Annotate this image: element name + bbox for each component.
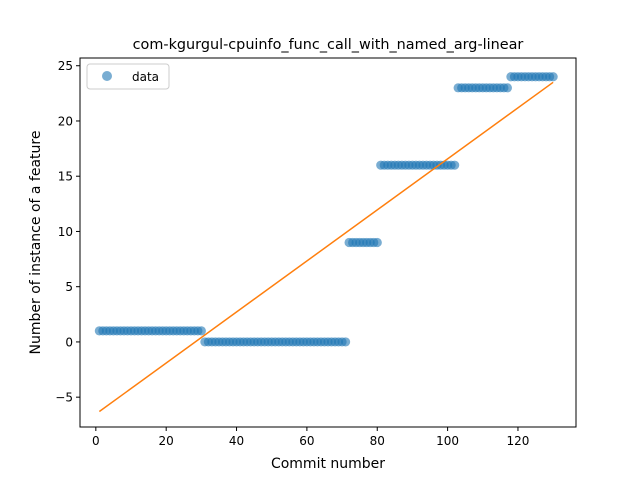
fit-line xyxy=(98,81,554,413)
x-tick-label: 100 xyxy=(436,434,459,448)
chart-title: com-kgurgul-cpuinfo_func_call_with_named… xyxy=(133,37,524,53)
axes-frame xyxy=(79,57,577,428)
x-tick-label: 0 xyxy=(92,434,100,448)
data-point xyxy=(502,83,513,93)
data-point xyxy=(196,326,206,336)
x-tick-label: 40 xyxy=(229,434,244,448)
legend: data xyxy=(86,63,170,90)
y-tick-label: 10 xyxy=(58,225,73,239)
data-point xyxy=(450,160,460,170)
y-tick-label: −5 xyxy=(55,391,73,405)
x-tick-label: 120 xyxy=(507,434,530,448)
data-point xyxy=(548,72,558,82)
legend-label-data: data xyxy=(132,70,159,84)
y-axis: −5 0 5 10 15 20 25 xyxy=(55,59,80,405)
plot-area xyxy=(94,72,558,413)
x-tick-label: 20 xyxy=(159,434,174,448)
data-point xyxy=(372,237,382,248)
legend-marker-data xyxy=(102,71,112,81)
x-axis-label: Commit number xyxy=(271,456,385,472)
x-tick-label: 80 xyxy=(370,434,385,448)
x-tick-label: 60 xyxy=(299,434,314,448)
y-tick-label: 25 xyxy=(58,59,73,73)
legend-box xyxy=(86,63,170,90)
y-tick-label: 20 xyxy=(58,114,73,128)
y-tick-label: 5 xyxy=(65,280,73,294)
y-tick-label: 0 xyxy=(65,335,73,349)
data-point xyxy=(340,337,351,347)
y-axis-label: Number of instance of a feature xyxy=(28,131,44,355)
y-tick-label: 15 xyxy=(58,170,73,184)
x-axis: 0 20 40 60 80 100 120 xyxy=(92,427,529,448)
